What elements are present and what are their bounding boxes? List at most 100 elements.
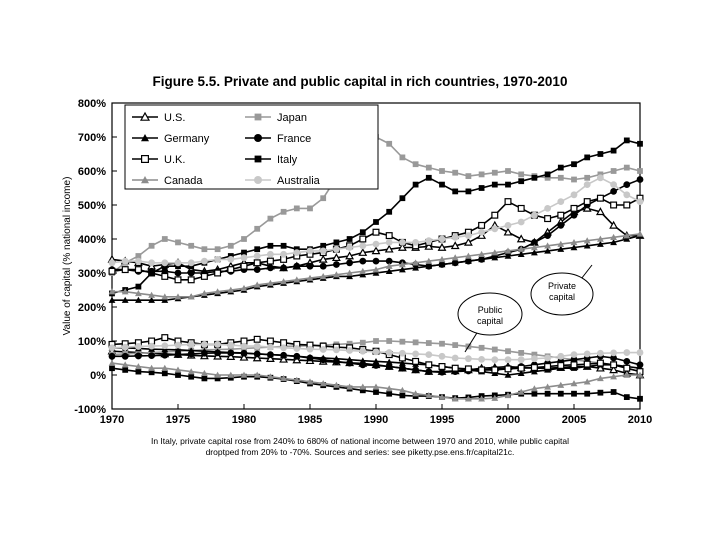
data-point (358, 247, 368, 256)
data-point (148, 342, 156, 350)
chart-title: Figure 5.5. Private and public capital i… (152, 74, 568, 89)
data-point (438, 363, 446, 370)
data-point (623, 181, 631, 189)
data-point (399, 195, 406, 202)
data-point (531, 351, 538, 358)
data-point (438, 368, 446, 376)
data-point (227, 346, 234, 353)
data-point (504, 371, 512, 378)
data-point (372, 269, 380, 276)
data-point (293, 205, 300, 212)
data-point (174, 293, 182, 300)
data-point (610, 373, 617, 380)
data-point (557, 198, 565, 206)
x-tick-label: 2005 (562, 414, 586, 426)
data-point (584, 390, 591, 397)
data-point (240, 342, 248, 350)
data-point (584, 154, 591, 161)
data-point (570, 351, 578, 358)
data-point (424, 241, 434, 250)
data-point (359, 267, 367, 275)
data-point (359, 387, 366, 394)
data-point (134, 266, 142, 274)
data-point (610, 188, 617, 195)
x-tick-label: 1975 (166, 414, 190, 426)
data-point (399, 338, 406, 345)
data-point (450, 241, 460, 250)
data-point (227, 341, 235, 349)
data-point (478, 344, 485, 351)
data-point (386, 338, 393, 344)
data-point (174, 269, 182, 277)
data-point (597, 235, 604, 242)
x-tick-label: 2010 (628, 414, 652, 426)
data-point (254, 246, 261, 253)
data-point (595, 363, 605, 372)
data-point (451, 259, 459, 267)
data-point (610, 233, 617, 241)
data-point (121, 361, 129, 368)
data-point (108, 352, 116, 360)
data-point (412, 350, 419, 358)
data-point (280, 351, 287, 359)
data-point (623, 394, 630, 400)
public-capital-callout: Public capital (457, 292, 523, 353)
data-point (584, 174, 591, 181)
data-point (161, 236, 168, 242)
data-point (109, 365, 115, 372)
data-point (121, 352, 129, 360)
data-point (214, 246, 221, 253)
data-point (372, 362, 380, 369)
data-point (491, 181, 498, 188)
data-point (241, 236, 247, 242)
data-point (412, 239, 419, 246)
data-point (319, 346, 327, 353)
data-point (412, 339, 419, 346)
data-point (544, 390, 551, 397)
data-point (161, 263, 168, 270)
data-point (373, 338, 379, 344)
data-point (597, 151, 604, 157)
data-point (412, 366, 419, 374)
data-point (478, 395, 485, 402)
data-point (610, 361, 618, 369)
data-point (544, 363, 552, 370)
series-australia-public (108, 341, 644, 364)
data-point (438, 261, 446, 268)
data-point (201, 349, 208, 357)
data-point (465, 395, 472, 402)
data-point (385, 358, 393, 365)
data-point (148, 259, 156, 267)
data-point (306, 354, 314, 362)
data-point (503, 227, 513, 236)
data-point (293, 249, 301, 256)
data-point (504, 392, 512, 399)
data-point (438, 256, 446, 263)
y-tick-label: 600% (78, 166, 106, 178)
data-point (491, 394, 499, 401)
data-point (452, 342, 459, 348)
data-point (187, 350, 195, 358)
data-point (253, 350, 261, 358)
data-point (517, 245, 525, 252)
data-point (610, 201, 618, 209)
data-point (491, 169, 498, 176)
legend-box (124, 104, 379, 190)
legend-entry-u-s: U.S. (132, 111, 185, 124)
legend-marker (254, 176, 262, 184)
data-point (385, 257, 393, 265)
data-point (504, 247, 512, 254)
data-point (531, 244, 538, 251)
data-point (637, 168, 643, 174)
x-tick-label: 1990 (364, 414, 388, 426)
data-point (121, 343, 129, 351)
data-point (412, 161, 419, 168)
data-point (385, 363, 393, 370)
legend-label: Germany (164, 133, 210, 145)
data-point (491, 346, 498, 353)
data-point (148, 296, 155, 303)
data-point (201, 341, 208, 348)
data-point (518, 350, 525, 356)
data-point (399, 359, 406, 366)
data-point (597, 349, 604, 357)
